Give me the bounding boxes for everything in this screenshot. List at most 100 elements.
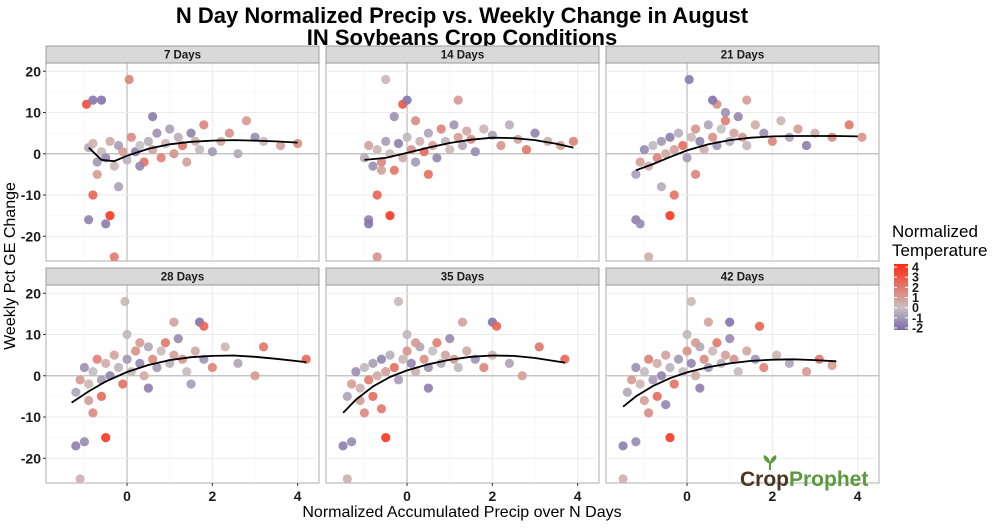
data-point	[665, 211, 675, 221]
data-point	[143, 383, 153, 393]
data-point	[725, 317, 735, 327]
data-point	[419, 354, 429, 364]
data-point	[381, 74, 391, 85]
data-point	[742, 140, 752, 151]
panel-grid	[326, 285, 599, 483]
data-point	[372, 190, 382, 200]
panel-7-days: 7 Days -20 -10 0 10 20	[21, 45, 320, 262]
data-point	[720, 107, 731, 118]
data-point	[639, 145, 649, 155]
data-point	[543, 136, 553, 146]
scatter-points	[618, 296, 837, 483]
y-tick-label: 0	[33, 368, 41, 384]
data-point	[712, 338, 722, 348]
legend-tick-label: 4	[912, 261, 919, 275]
facet-strip-label: 7 Days	[164, 50, 201, 62]
data-point	[342, 391, 352, 401]
data-point	[669, 379, 679, 389]
data-point	[368, 358, 378, 368]
data-point	[148, 112, 158, 122]
data-point	[733, 367, 743, 377]
data-point	[665, 132, 675, 142]
data-point	[776, 116, 786, 126]
data-point	[258, 342, 269, 352]
data-point	[695, 383, 705, 393]
data-point	[88, 367, 98, 377]
y-tick-label: -10	[21, 187, 41, 203]
data-point	[742, 346, 752, 356]
data-point	[372, 145, 382, 155]
data-point	[479, 124, 489, 134]
data-point	[122, 354, 132, 364]
data-point	[402, 132, 412, 142]
data-point	[449, 120, 459, 130]
data-point	[126, 132, 136, 142]
data-point	[342, 474, 352, 483]
data-point	[462, 126, 472, 136]
data-point	[389, 112, 399, 122]
data-point	[415, 136, 425, 146]
panel-35-days: 35 Days 0 2 4	[325, 267, 600, 504]
data-point	[716, 124, 726, 134]
data-point	[71, 441, 81, 451]
logo-prophet-text: Prophet	[789, 468, 868, 491]
data-point	[169, 149, 179, 159]
data-point	[135, 140, 145, 151]
fit-curve	[622, 358, 837, 408]
facet-strip	[605, 267, 880, 286]
data-point	[122, 329, 132, 340]
data-point	[504, 120, 515, 130]
y-tick-label: 10	[25, 105, 41, 121]
panel-21-days: 21 Days	[605, 45, 880, 262]
data-point	[135, 338, 145, 348]
data-point	[729, 354, 739, 364]
data-point	[276, 140, 286, 151]
data-point	[359, 408, 369, 418]
data-point	[376, 404, 387, 414]
data-point	[504, 358, 515, 368]
fit-curve	[71, 354, 307, 404]
x-tick-label: 4	[574, 488, 582, 504]
data-point	[402, 329, 412, 340]
data-point	[241, 116, 252, 126]
data-point	[729, 128, 739, 138]
data-point	[385, 350, 395, 360]
data-point	[393, 296, 404, 307]
data-point	[568, 136, 579, 146]
data-point	[118, 147, 128, 157]
data-point	[635, 379, 645, 389]
data-point	[220, 342, 230, 352]
data-point	[699, 145, 709, 155]
data-point	[720, 116, 731, 126]
data-point	[84, 379, 94, 389]
legend-tick-label: 3	[912, 271, 919, 285]
data-point	[156, 153, 166, 163]
data-point	[368, 161, 378, 171]
data-point	[801, 367, 812, 377]
data-point	[445, 145, 455, 155]
data-point	[656, 136, 667, 146]
data-point	[750, 354, 760, 364]
data-point	[139, 371, 149, 381]
y-tick-label: 20	[25, 63, 41, 79]
data-point	[250, 132, 260, 142]
fit-curve	[342, 354, 566, 414]
data-point	[118, 379, 128, 389]
data-point	[742, 95, 752, 105]
data-point	[105, 136, 115, 146]
data-point	[406, 358, 416, 368]
data-point	[233, 358, 243, 368]
data-point	[364, 140, 374, 151]
data-point	[436, 124, 446, 134]
x-tick-label: 0	[683, 488, 691, 504]
data-point	[135, 161, 145, 171]
data-point	[359, 153, 369, 163]
x-tick-label: 0	[403, 488, 411, 504]
data-point	[665, 362, 675, 373]
data-point	[626, 375, 637, 385]
legend-tick-label: 2	[912, 281, 919, 295]
scatter-points	[631, 74, 867, 261]
data-point	[376, 165, 387, 175]
data-point	[156, 346, 166, 356]
data-point	[92, 169, 102, 179]
